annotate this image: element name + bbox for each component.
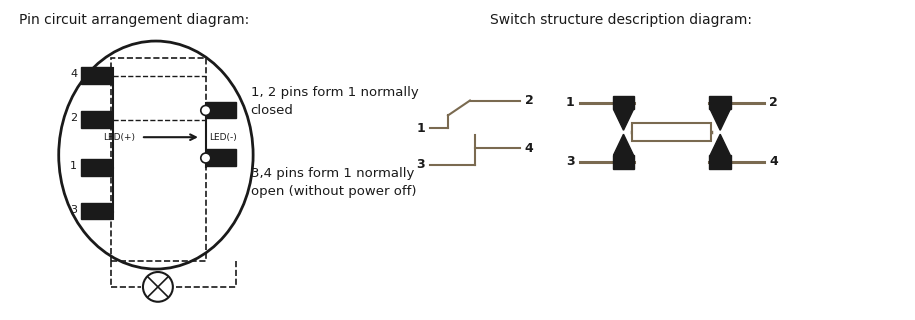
Text: 3: 3 — [566, 156, 575, 169]
Text: Pin circuit arrangement diagram:: Pin circuit arrangement diagram: — [19, 13, 250, 27]
Text: 2: 2 — [769, 96, 778, 109]
Text: 2: 2 — [525, 94, 533, 107]
Polygon shape — [710, 134, 730, 155]
Text: 2: 2 — [70, 113, 77, 124]
Circle shape — [200, 106, 210, 116]
Text: 1: 1 — [70, 161, 77, 171]
Polygon shape — [614, 109, 633, 130]
FancyBboxPatch shape — [206, 149, 236, 166]
Polygon shape — [614, 134, 633, 155]
FancyBboxPatch shape — [206, 101, 236, 118]
Polygon shape — [710, 109, 730, 130]
FancyBboxPatch shape — [612, 155, 634, 169]
Text: 4: 4 — [769, 156, 778, 169]
Text: 1: 1 — [416, 122, 425, 135]
FancyBboxPatch shape — [81, 203, 111, 220]
Text: 1: 1 — [565, 96, 575, 109]
FancyBboxPatch shape — [709, 155, 731, 169]
Text: 3,4 pins form 1 normally
open (without power off): 3,4 pins form 1 normally open (without p… — [251, 167, 416, 198]
Circle shape — [200, 153, 210, 163]
FancyBboxPatch shape — [81, 67, 111, 84]
Text: 3: 3 — [70, 204, 77, 215]
Text: Switch structure description diagram:: Switch structure description diagram: — [490, 13, 752, 27]
Text: 4: 4 — [525, 142, 533, 155]
FancyBboxPatch shape — [81, 159, 111, 176]
Text: LED(-): LED(-) — [209, 133, 237, 142]
FancyBboxPatch shape — [632, 123, 711, 141]
Text: LED(+): LED(+) — [103, 133, 135, 142]
FancyBboxPatch shape — [709, 96, 731, 109]
FancyBboxPatch shape — [81, 111, 111, 128]
Text: 1, 2 pins form 1 normally
closed: 1, 2 pins form 1 normally closed — [251, 86, 418, 117]
Text: 3: 3 — [416, 158, 425, 172]
Text: 4: 4 — [70, 69, 77, 79]
FancyBboxPatch shape — [612, 96, 634, 109]
